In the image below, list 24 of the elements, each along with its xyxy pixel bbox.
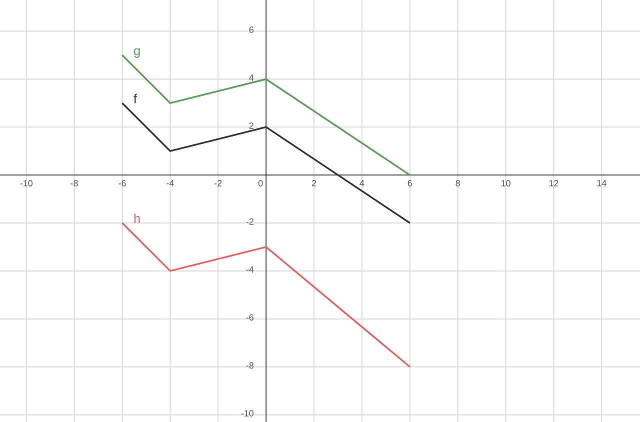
x-tick-label: 10 — [501, 180, 510, 186]
x-tick-label: 6 — [408, 180, 412, 186]
series-label: f — [134, 94, 138, 104]
y-tick-label: -10 — [241, 410, 254, 416]
x-tick-label: 14 — [597, 180, 606, 186]
x-tick-label: -6 — [118, 180, 126, 186]
y-tick-label: 6 — [249, 26, 254, 33]
y-tick-label: 4 — [249, 74, 254, 81]
series-label: h — [134, 214, 140, 223]
x-tick-label: -10 — [20, 180, 32, 186]
y-tick-label: -4 — [246, 266, 254, 273]
x-tick-label: 12 — [549, 180, 558, 186]
x-tick-label: 0 — [258, 180, 263, 186]
x-tick-label: 2 — [312, 180, 316, 186]
x-tick-label: 4 — [360, 180, 364, 186]
y-tick-label: 2 — [249, 122, 254, 129]
y-tick-label: -6 — [246, 314, 254, 321]
series-label: g — [134, 48, 140, 58]
x-tick-label: -4 — [166, 180, 174, 186]
x-tick-label: -2 — [214, 180, 222, 186]
y-tick-label: -8 — [246, 362, 254, 369]
x-tick-label: -8 — [70, 180, 78, 186]
y-tick-label: -2 — [246, 218, 254, 225]
x-tick-label: 8 — [456, 180, 460, 186]
